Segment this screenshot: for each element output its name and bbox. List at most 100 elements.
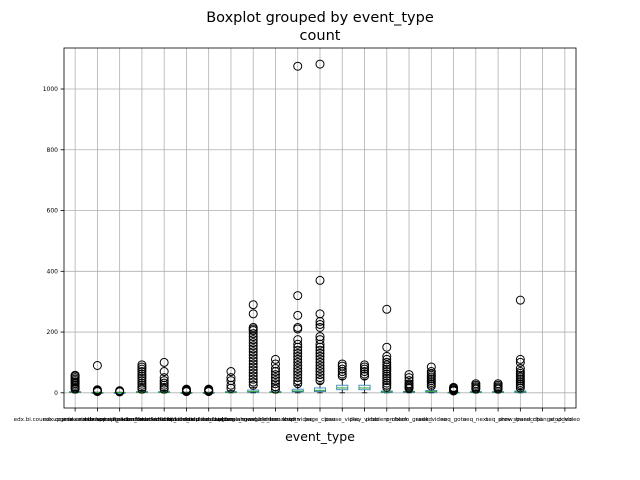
x-tick-label: edx.video.language_menu.hidden [184, 417, 279, 423]
y-tick-label: 0 [54, 390, 58, 397]
outlier-point [293, 367, 303, 377]
outlier-point [382, 357, 392, 367]
y-axis: 0 200 400 600 800 1000 [43, 86, 64, 397]
outlier-point [293, 339, 303, 349]
outlier-point [404, 373, 414, 383]
x-tick-label: problem_graded [386, 417, 432, 423]
outlier-point [515, 367, 525, 377]
x-tick-label: edx.video.language_menu.shown [206, 417, 300, 423]
outlier-point [315, 348, 325, 358]
x-tick-label: edx.bi.course.upgrade.sidebarupsell.clic… [14, 417, 137, 423]
outlier-point [270, 370, 280, 380]
outlier-point [181, 384, 191, 394]
outlier-point [159, 357, 169, 367]
x-tick-label: page_close [304, 417, 336, 423]
outlier-point [248, 380, 258, 390]
x-tick-label: show_transcript [498, 417, 543, 423]
outlier-point [515, 295, 525, 305]
outlier-point [515, 354, 525, 364]
outlier-point [226, 373, 236, 383]
outlier-point [360, 362, 370, 372]
outlier-point [293, 360, 303, 370]
outlier-point [248, 350, 258, 360]
outlier-point [315, 322, 325, 332]
outlier-point [248, 368, 258, 378]
outlier-point [404, 376, 414, 386]
outlier-point [270, 364, 280, 374]
outlier-point [315, 360, 325, 370]
plot-frame [63, 47, 577, 409]
outlier-point [315, 367, 325, 377]
outlier-point [115, 386, 125, 396]
outlier-point [382, 376, 392, 386]
outlier-point [315, 319, 325, 329]
x-tick-label: speed_change_video [513, 417, 572, 423]
y-tick-label: 200 [47, 329, 59, 336]
outlier-point [137, 362, 147, 372]
y-tick-label: 1000 [43, 86, 58, 93]
outlier-point [137, 371, 147, 381]
outlier-point [270, 359, 280, 369]
outlier-point [248, 338, 258, 348]
outlier-point [293, 61, 303, 71]
outlier-point [315, 309, 325, 319]
outlier-point [248, 359, 258, 369]
outlier-point [293, 364, 303, 374]
outlier-point [248, 365, 258, 375]
outlier-point [493, 379, 503, 389]
outlier-point [315, 275, 325, 285]
x-tick-label: stop_video [550, 417, 581, 423]
x-tick-label: edx.course.enrollment.upgrade.clicked [43, 417, 153, 423]
outlier-point [137, 369, 147, 379]
outlier-point [159, 373, 169, 383]
x-tick-label: pause_video [325, 417, 361, 423]
outlier-point [248, 374, 258, 384]
outlier-point [293, 310, 303, 320]
x-tick-label: edx.video.closed_captions.hidden [139, 417, 234, 423]
outlier-point [426, 362, 436, 372]
x-tick-label: seek_video [416, 417, 448, 423]
outlier-point [382, 382, 392, 392]
outlier-point [159, 382, 169, 392]
x-tick-label: seq_next [463, 417, 489, 423]
outlier-point [315, 370, 325, 380]
outlier-point [248, 322, 258, 332]
outlier-point [270, 379, 280, 389]
outlier-point [404, 379, 414, 389]
outlier-point [382, 373, 392, 383]
outlier-point [137, 360, 147, 370]
x-axis: edx.bi.course.upgrade.sidebarupsell.clic… [14, 408, 581, 423]
outlier-point [315, 335, 325, 345]
outlier-point [337, 371, 347, 381]
outlier-point [248, 362, 258, 372]
outlier-point [315, 376, 325, 386]
x-tick-label: seq_goto [441, 417, 467, 423]
outlier-point [426, 367, 436, 377]
outlier-point [270, 376, 280, 386]
outlier-point [315, 351, 325, 361]
outlier-point [248, 329, 258, 339]
outlier-point [70, 370, 80, 380]
box-iqr [314, 387, 326, 392]
outlier-point [92, 360, 102, 370]
outlier-point [159, 367, 169, 377]
outlier-point [382, 369, 392, 379]
outlier-point [226, 376, 236, 386]
outlier-point [293, 345, 303, 355]
outlier-point [404, 370, 414, 380]
outlier-point [293, 322, 303, 332]
outlier-point [137, 380, 147, 390]
x-axis-label: event_type [285, 429, 355, 444]
y-tick-label: 800 [47, 147, 59, 154]
boxes-layer [69, 59, 527, 397]
outlier-point [137, 382, 147, 392]
outlier-point [315, 357, 325, 367]
x-tick-label: hide_transcript [255, 417, 298, 423]
outlier-point [382, 351, 392, 361]
y-tick-label: 600 [47, 208, 59, 215]
outlier-point [315, 345, 325, 355]
x-tick-label: seq_prev [485, 417, 511, 423]
outlier-point [270, 373, 280, 383]
outlier-point [315, 354, 325, 364]
